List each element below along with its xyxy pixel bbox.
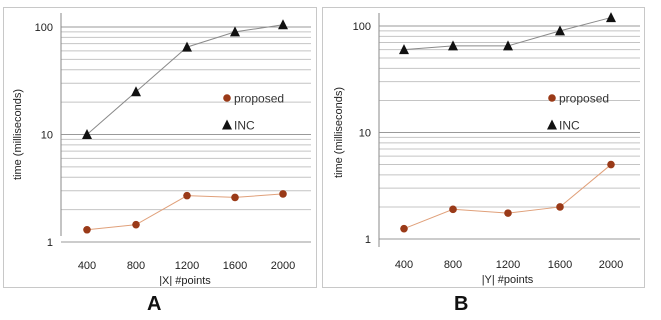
y-tick-label: 100: [353, 21, 371, 33]
x-axis-title: |X| #points: [159, 275, 211, 286]
point-INC: [399, 44, 409, 55]
legend-marker-INC: [547, 119, 557, 130]
x-axis-title: |Y| #points: [482, 274, 534, 286]
point-INC: [555, 25, 565, 36]
series-line-proposed: [86, 193, 284, 231]
legend-marker-INC: [222, 119, 232, 130]
point-proposed: [449, 205, 457, 214]
point-proposed: [607, 160, 615, 169]
y-tick-label: 100: [35, 22, 53, 34]
point-INC: [131, 86, 141, 97]
panel-a-frame: [3, 7, 317, 288]
chart-b: 1 10 100 time (milliseconds) 400 800 1200 1600 2…: [333, 12, 640, 286]
x-tick-label: 800: [444, 259, 462, 271]
legend-label-INC: INC: [234, 119, 255, 133]
panel-b-frame: [322, 7, 645, 288]
series-line-proposed: [403, 164, 612, 230]
point-INC: [503, 40, 513, 51]
y-tick-label: 10: [359, 128, 371, 140]
x-tick-label: 1200: [496, 259, 520, 271]
legend-label-proposed: proposed: [559, 92, 609, 106]
x-tick-label: 400: [78, 260, 96, 272]
point-proposed: [83, 225, 91, 234]
point-INC: [182, 41, 192, 52]
point-INC: [606, 12, 616, 23]
x-tick-label: 1200: [175, 260, 199, 272]
y-axis-title: time (milliseconds): [333, 87, 345, 178]
x-tick-label: 1600: [223, 260, 247, 272]
y-tick-label: 1: [365, 234, 371, 246]
point-proposed: [279, 190, 287, 198]
point-INC: [448, 40, 458, 51]
x-tick-label: 1600: [548, 259, 572, 271]
panel-b-label: B: [454, 293, 469, 315]
point-INC: [82, 129, 92, 139]
y-axis-title: time (milliseconds): [12, 89, 24, 180]
point-proposed: [231, 193, 239, 202]
point-INC: [230, 26, 240, 37]
point-proposed: [183, 191, 191, 200]
legend-marker-proposed: [548, 94, 556, 102]
point-proposed: [556, 203, 564, 211]
point-proposed: [132, 220, 140, 229]
legend-label-INC: INC: [559, 119, 580, 133]
chart-a: 1 10 100 time (milliseconds) 400 800 1200 1600 2…: [12, 13, 311, 286]
x-tick-label: 2000: [271, 260, 295, 272]
x-tick-label: 400: [395, 259, 413, 271]
x-tick-label: 2000: [599, 259, 623, 271]
y-tick-label: 10: [41, 130, 53, 142]
legend-label-proposed: proposed: [234, 92, 284, 106]
point-proposed: [400, 224, 408, 233]
point-INC: [278, 19, 288, 30]
panel-a-label: A: [147, 293, 162, 315]
legend-marker-proposed: [223, 94, 231, 102]
x-tick-label: 800: [127, 260, 145, 272]
point-proposed: [504, 209, 512, 217]
y-tick-label: 1: [47, 237, 53, 249]
